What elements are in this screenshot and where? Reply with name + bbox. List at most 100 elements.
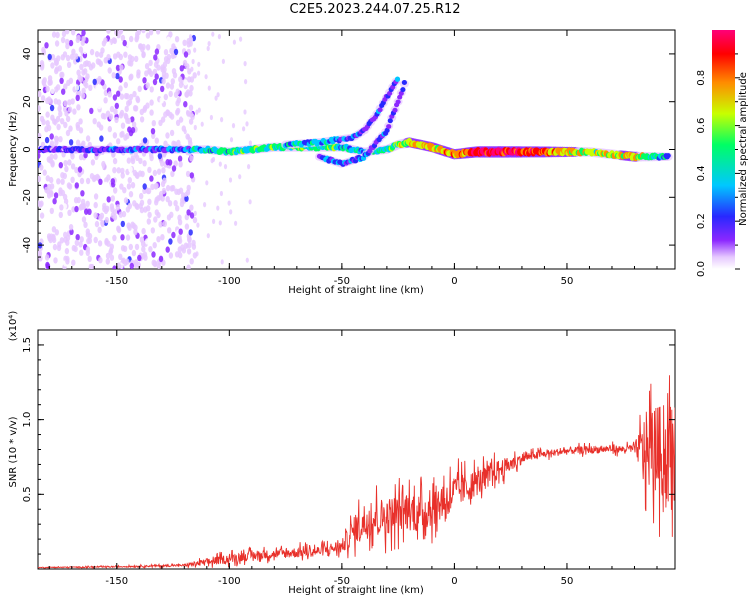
spectrogram-noise-point	[94, 220, 100, 228]
spectrogram-noise-point	[60, 71, 65, 79]
spectrogram-noise-point	[177, 236, 182, 244]
spectrogram-noise-point	[170, 170, 175, 178]
spectrogram-noise-point	[158, 255, 164, 262]
spectrogram-noise-point	[184, 91, 189, 98]
spectrogram-noise-point	[116, 262, 122, 269]
spectrogram-noise-point	[49, 176, 54, 184]
spectrogram-noise-point	[83, 221, 88, 228]
spectrogram-noise-point	[52, 118, 57, 125]
spectrogram-noise-point	[168, 90, 173, 98]
spectrogram-ridge-point	[377, 107, 383, 113]
spectrogram-noise-point	[136, 72, 141, 79]
spectrogram-noise-point	[71, 259, 76, 266]
spectrogram-noise-point	[106, 196, 111, 203]
spectrogram-noise-point	[81, 216, 87, 223]
spectrogram-noise-point	[178, 228, 183, 235]
spectrogram-noise-point	[245, 121, 249, 127]
spectrogram-noise-point	[207, 85, 211, 91]
spectrogram-noise-point	[123, 112, 128, 120]
spectrogram-noise-point	[38, 200, 41, 207]
spectrogram-noise-point	[69, 53, 75, 60]
spectrogram-noise-point	[51, 233, 56, 241]
spectrogram-noise-point	[127, 126, 132, 133]
spectrogram-noise-point	[183, 101, 188, 108]
snr-ytick-label: 1.0	[22, 412, 33, 428]
spectrogram-noise-point	[40, 95, 46, 102]
spectrogram-noise-point	[137, 85, 142, 93]
spectrogram-ridge-point	[384, 127, 390, 133]
spectrogram-noise-point	[111, 37, 117, 44]
spectrogram-noise-point	[90, 159, 96, 166]
spectrogram-noise-point	[239, 36, 243, 42]
spectrogram-noise-point	[165, 132, 170, 139]
spectrogram-noise-point	[216, 205, 220, 211]
spectrogram-noise-point	[212, 218, 216, 224]
spectrogram-noise-point	[146, 218, 151, 225]
spectrogram-noise-point	[178, 76, 183, 83]
spectrogram-noise-point	[180, 244, 185, 251]
colorbar-label: Normalized spectral amplitude	[738, 72, 749, 226]
spectrogram-noise-point	[184, 191, 188, 197]
spectrogram-noise-point	[39, 212, 45, 219]
spectrogram-noise-point	[85, 249, 91, 256]
spectrogram-noise-point	[185, 170, 191, 178]
spectrogram-noise-point	[112, 94, 118, 101]
spectrogram-noise-point	[44, 126, 49, 133]
spectrogram-noise-point	[85, 228, 91, 235]
spectrogram-panel: -150 -100 -50 0 50 -40 -20 0 20 40 Height of stra…	[8, 29, 676, 296]
spectrogram-noise-point	[151, 251, 156, 258]
spectrogram-noise-point	[139, 206, 145, 214]
spectrogram-noise-point	[182, 186, 187, 193]
spectrogram-ridge-point	[367, 148, 373, 154]
spectrogram-noise-point	[130, 116, 135, 123]
spectrogram-noise-point	[151, 120, 156, 127]
spectrogram-noise-point	[53, 98, 58, 105]
spectrogram-noise-point	[175, 107, 181, 115]
spectrogram-ylabel: Frequency (Hz)	[8, 111, 19, 187]
spectrogram-noise-point	[154, 48, 160, 55]
snr-xtick-label: -150	[105, 576, 128, 587]
spectrogram-noise-point	[91, 62, 96, 69]
spectrogram-ytick-label: 0	[22, 146, 33, 152]
spectrogram-noise-point	[55, 84, 61, 91]
spectrogram-noise-point	[170, 78, 175, 85]
spectrogram-noise-point	[44, 186, 49, 194]
spectrogram-noise-point	[112, 214, 118, 221]
spectrogram-noise-point	[176, 139, 181, 147]
spectrogram-noise-point	[243, 61, 247, 67]
spectrogram-noise-point	[153, 216, 158, 223]
spectrogram-noise-point	[121, 257, 126, 264]
spectrogram-noise-point	[119, 64, 124, 71]
spectrogram-noise-point	[178, 161, 183, 168]
spectrogram-noise-point	[38, 90, 42, 98]
spectrogram-noise-point	[188, 34, 193, 40]
spectrogram-noise-point	[219, 190, 223, 197]
spectrogram-noise-point	[152, 78, 158, 86]
spectrogram-noise-point	[193, 47, 197, 53]
spectrogram-noise-point	[53, 153, 58, 160]
spectrogram-noise-point	[102, 202, 107, 210]
spectrogram-noise-point	[44, 42, 49, 49]
spectrogram-ridge-point	[397, 94, 403, 100]
spectrogram-noise-point	[169, 129, 175, 137]
spectrogram-noise-point	[45, 111, 50, 118]
spectrogram-noise-point	[191, 239, 196, 247]
spectrogram-noise-point	[61, 30, 67, 38]
spectrogram-noise-point	[172, 72, 178, 79]
spectrogram-noise-point	[152, 242, 157, 249]
spectrogram-noise-point	[123, 197, 129, 204]
snr-marks	[38, 375, 675, 569]
spectrogram-noise-point	[81, 30, 86, 37]
spectrogram-noise-point	[184, 195, 189, 202]
spectrogram-noise-point	[106, 240, 111, 247]
spectrogram-noise-point	[153, 61, 159, 68]
spectrogram-noise-point	[80, 203, 85, 210]
spectrogram-noise-point	[67, 159, 72, 166]
spectrogram-noise-point	[128, 93, 134, 101]
spectrogram-noise-point	[68, 125, 73, 132]
spectrogram-noise-point	[151, 259, 156, 266]
colorbar-ticks: 0.0 0.2 0.4 0.6 0.8	[696, 53, 740, 277]
spectrogram-noise-point	[109, 243, 115, 250]
spectrogram-noise-point	[122, 39, 127, 47]
spectrogram-noise-point	[93, 236, 98, 244]
